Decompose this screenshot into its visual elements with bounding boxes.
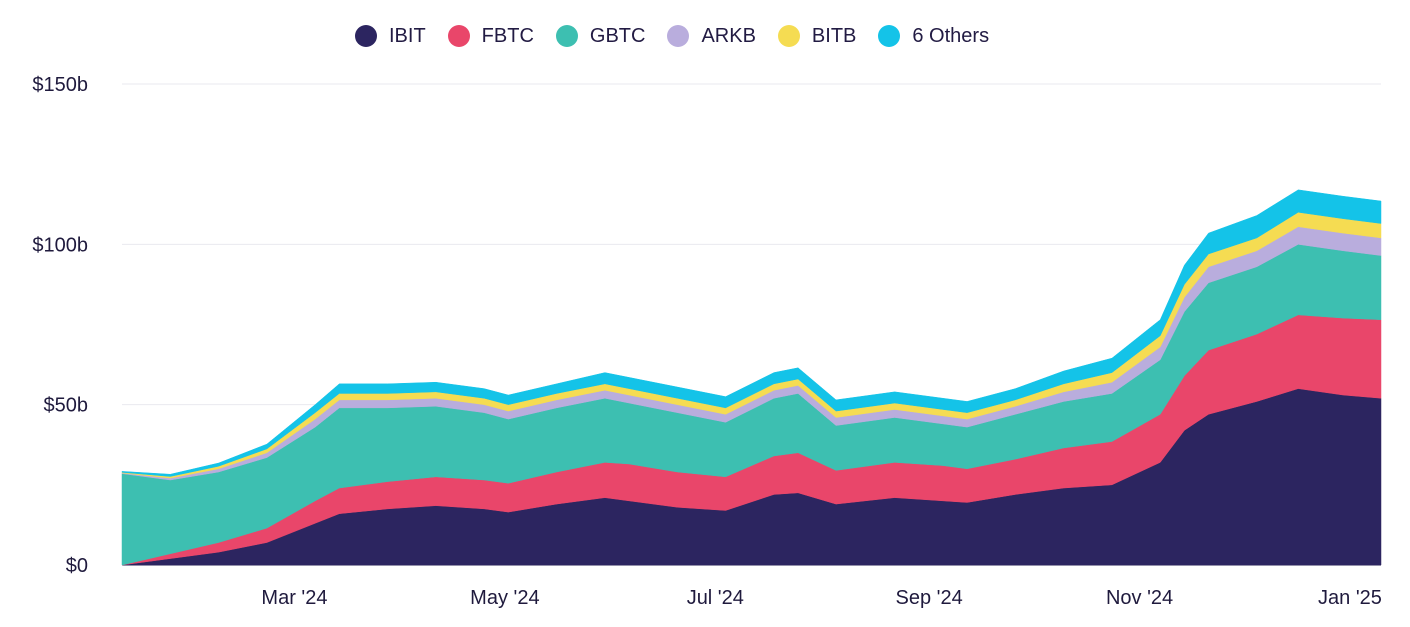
x-axis: Mar '24 May '24 Jul '24 Sep '24 Nov '24 Jan '… (261, 587, 1381, 609)
legend-label-bitb: BITB (811, 25, 857, 47)
legend-item-others: 6 Others (878, 25, 989, 47)
legend-label-gbtc: GBTC (589, 25, 646, 47)
legend-swatch-others (878, 25, 901, 47)
legend-label-fbtc: FBTC (481, 25, 534, 47)
legend-swatch-arkb (667, 25, 690, 47)
x-tick-label: Jul '24 (687, 587, 744, 609)
y-tick-label: $100b (32, 234, 88, 256)
y-tick-label: $50b (44, 395, 89, 417)
legend-swatch-bitb (777, 25, 800, 47)
legend-item-ibit: IBIT (355, 25, 426, 47)
x-tick-label: Jan '25 (1318, 587, 1382, 609)
x-tick-label: May '24 (470, 587, 539, 609)
legend-label-others: 6 Others (912, 25, 990, 47)
x-tick-label: Sep '24 (896, 587, 963, 609)
area-series-6-others (121, 189, 1382, 477)
stacked-areas (121, 189, 1382, 566)
legend-swatch-gbtc (555, 25, 578, 47)
legend-swatch-ibit (355, 25, 377, 47)
legend-swatch-fbtc (447, 25, 470, 47)
legend-item-arkb: ARKB (667, 25, 756, 47)
legend-item-gbtc: GBTC (555, 25, 646, 47)
chart-legend: IBIT FBTC GBTC ARKB BITB 6 Others (355, 18, 989, 54)
legend-item-bitb: BITB (777, 25, 857, 47)
x-tick-label: Mar '24 (261, 587, 327, 609)
y-axis: $0 $50b $100b $150b (32, 74, 88, 577)
legend-item-fbtc: FBTC (447, 25, 534, 47)
y-tick-label: $150b (32, 74, 88, 96)
legend-label-arkb: ARKB (701, 25, 756, 47)
legend-label-ibit: IBIT (389, 25, 426, 47)
y-tick-label: $0 (66, 555, 88, 577)
x-tick-label: Nov '24 (1106, 587, 1173, 609)
